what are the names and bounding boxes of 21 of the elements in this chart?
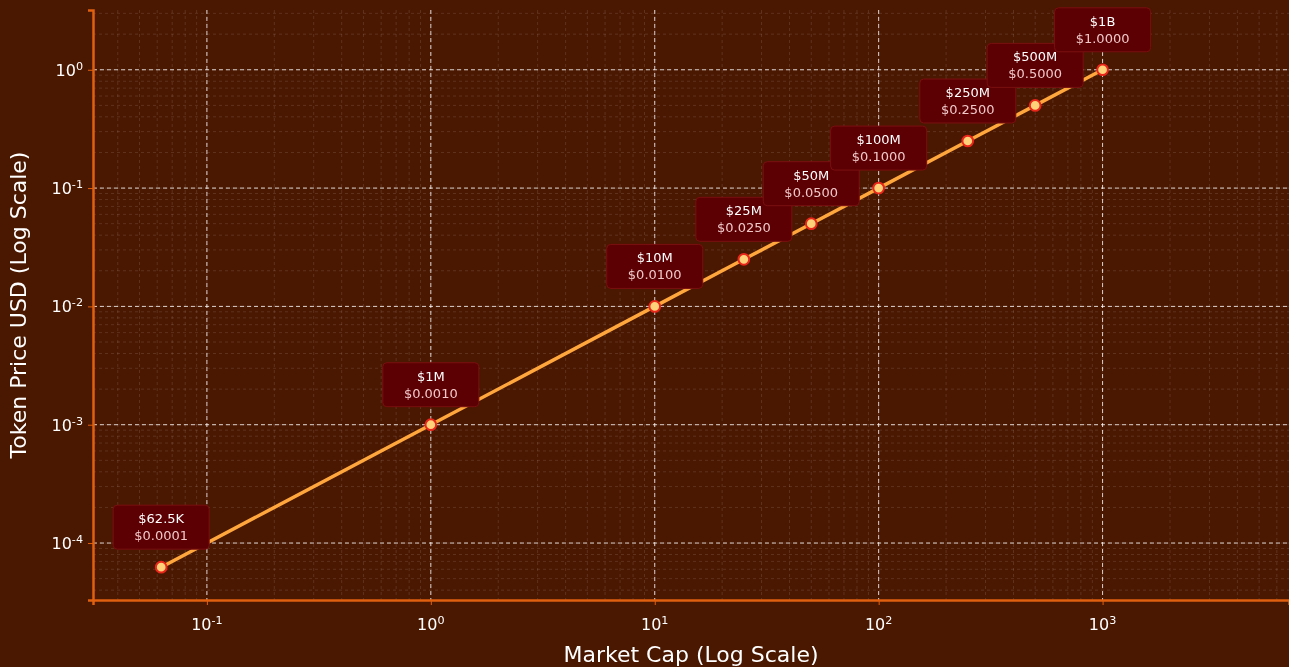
y-axis-title: Token Price USD (Log Scale) — [6, 151, 31, 460]
data-label: $1M $0.0010 — [403, 368, 458, 401]
data-label: $62.5K $0.0001 — [134, 511, 189, 544]
y-tick-label: 10$^{0}$ — [55, 59, 83, 80]
data-label: $50M $0.0500 — [784, 167, 839, 200]
x-axis-title: Market Cap (Log Scale) — [563, 642, 819, 667]
x-tick-label: 10$^{0}$ — [417, 613, 445, 634]
data-label: $100M $0.1000 — [851, 132, 906, 165]
y-tick-label: 10$^{-4}$ — [51, 532, 83, 554]
y-tick-label: 10$^{-1}$ — [51, 177, 83, 199]
x-tick-label: 10$^{1}$ — [641, 613, 669, 634]
data-label: $500M $0.5000 — [1008, 49, 1063, 82]
y-tick-label: 10$^{-3}$ — [51, 414, 83, 435]
data-label: $250M $0.2500 — [940, 85, 995, 117]
x-tick-label: 10$^{2}$ — [864, 613, 893, 634]
data-label: $25M $0.0250 — [716, 203, 771, 236]
data-label: $1B $1.0000 — [1075, 13, 1130, 46]
y-tick-label: 10$^{-2}$ — [51, 295, 83, 317]
x-tick-label: 10$^{-1}$ — [191, 613, 223, 634]
x-tick-label: 10$^{3}$ — [1088, 613, 1117, 634]
data-label: $10M $0.0100 — [627, 250, 682, 283]
